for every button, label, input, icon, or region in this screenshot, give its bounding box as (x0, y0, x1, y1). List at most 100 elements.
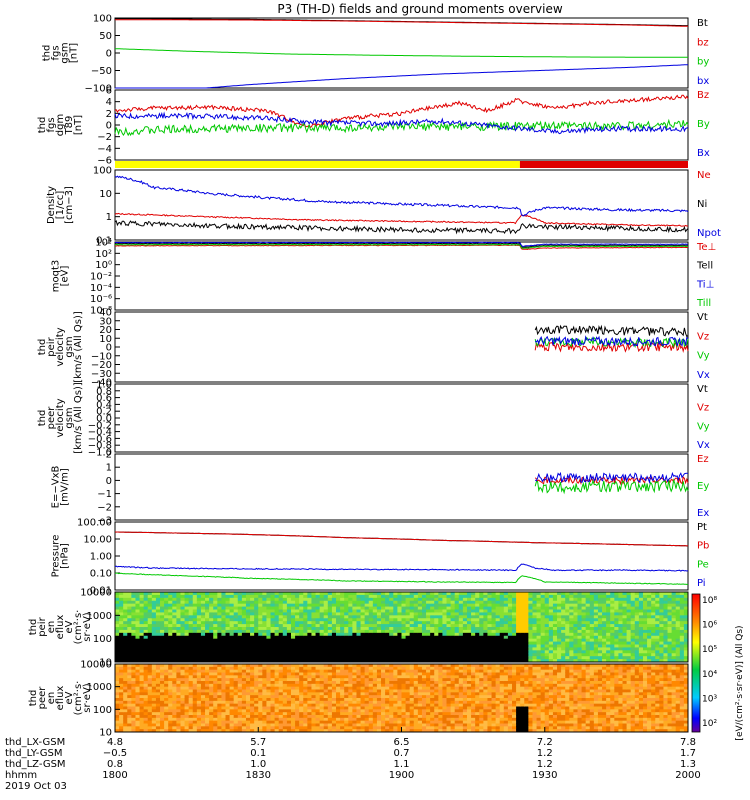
heatmap-cell (229, 689, 235, 693)
heatmap-cell (446, 609, 452, 613)
heatmap-cell (454, 621, 460, 625)
heatmap-cell (254, 635, 259, 640)
heatmap-cell (115, 592, 120, 596)
heatmap-cell (663, 597, 669, 602)
heatmap-cell (376, 624, 382, 628)
heatmap-cell (127, 647, 132, 651)
heatmap-cell (381, 603, 386, 608)
heatmap-cell (405, 600, 411, 605)
heatmap-cell (274, 659, 280, 663)
heatmap-cell (311, 609, 317, 613)
heatmap-cell (348, 644, 353, 648)
heatmap-cell (299, 683, 304, 688)
heatmap-cell (528, 627, 533, 631)
heatmap-cell (340, 723, 345, 727)
y-tick-label: −100 (85, 84, 112, 95)
heatmap-cell (372, 647, 378, 651)
heatmap-cell (622, 656, 628, 660)
heatmap-cell (421, 621, 427, 625)
heatmap-cell (675, 641, 681, 645)
heatmap-cell (471, 624, 476, 628)
heatmap-cell (634, 635, 640, 640)
heatmap-cell (344, 656, 349, 660)
heatmap-cell (491, 629, 497, 634)
heatmap-cell (442, 641, 448, 645)
heatmap-cell (209, 606, 214, 610)
heatmap-cell (561, 653, 566, 657)
heatmap-cell (466, 597, 472, 602)
y-tick-label: −0.4 (88, 427, 112, 438)
heatmap-cell (168, 664, 173, 668)
heatmap-cell (327, 703, 333, 707)
heatmap-cell (352, 615, 357, 619)
heatmap-cell (217, 726, 222, 730)
heatmap-cell (348, 656, 353, 660)
heatmap-cell (131, 720, 136, 724)
heatmap-cell (245, 659, 251, 663)
heatmap-cell (393, 609, 398, 613)
heatmap-cell (536, 632, 542, 637)
heatmap-cell (319, 664, 325, 668)
heatmap-cell (221, 644, 227, 648)
heatmap-cell (360, 624, 366, 628)
heatmap-cell (336, 692, 341, 696)
heatmap-cell (282, 659, 288, 663)
heatmap-cell (475, 632, 480, 637)
heatmap-cell (651, 629, 656, 634)
heatmap-cell (421, 592, 427, 596)
heatmap-cell (278, 709, 284, 713)
heatmap-cell (585, 618, 591, 622)
heatmap-cell (589, 656, 595, 660)
heatmap-cell (184, 656, 190, 660)
heatmap-cell (213, 715, 218, 719)
heatmap-cell (483, 629, 488, 634)
heatmap-cell (315, 706, 321, 710)
heatmap-cell (131, 700, 136, 705)
heatmap-cell (225, 723, 231, 727)
heatmap-cell (147, 606, 153, 610)
heatmap-cell (286, 664, 292, 668)
heatmap-cell (151, 712, 157, 716)
heatmap-cell (450, 603, 456, 608)
heatmap-cell (577, 638, 583, 643)
heatmap-cell (151, 686, 157, 690)
heatmap-cell (340, 715, 345, 719)
heatmap-cell (381, 627, 386, 631)
heatmap-cell (213, 629, 218, 634)
heatmap-cell (630, 656, 636, 660)
heatmap-cell (196, 703, 202, 707)
heatmap-cell (565, 632, 570, 637)
heatmap-cell (254, 723, 259, 727)
heatmap-cell (127, 618, 132, 622)
heatmap-cell (290, 720, 296, 724)
heatmap-cell (233, 609, 239, 613)
heatmap-cell (180, 726, 186, 730)
heatmap-cell (262, 624, 267, 628)
heatmap-cell (614, 656, 619, 660)
heatmap-cell (340, 618, 345, 622)
y-tick-label: 0.6 (96, 393, 112, 404)
heatmap-cell (115, 703, 120, 707)
heatmap-cell (381, 641, 386, 645)
heatmap-cell (115, 698, 120, 702)
heatmap-cell (426, 612, 431, 616)
heatmap-cell (602, 618, 607, 622)
heatmap-cell (123, 695, 128, 699)
heatmap-cell (381, 612, 386, 616)
heatmap-cell (237, 675, 243, 679)
heatmap-cell (245, 621, 251, 625)
heatmap-cell (483, 597, 488, 602)
heatmap-cell (331, 644, 337, 648)
heatmap-cell (258, 618, 263, 622)
heatmap-cell (585, 650, 591, 654)
heatmap-cell (548, 629, 554, 634)
heatmap-cell (356, 706, 362, 710)
heatmap-cell (675, 629, 681, 634)
heatmap-cell (647, 597, 652, 602)
heatmap-cell (245, 594, 251, 599)
heatmap-cell (180, 669, 186, 673)
heatmap-cell (466, 609, 472, 613)
heatmap-cell (307, 726, 312, 730)
heatmap-cell (683, 621, 689, 625)
heatmap-cell (340, 669, 345, 673)
